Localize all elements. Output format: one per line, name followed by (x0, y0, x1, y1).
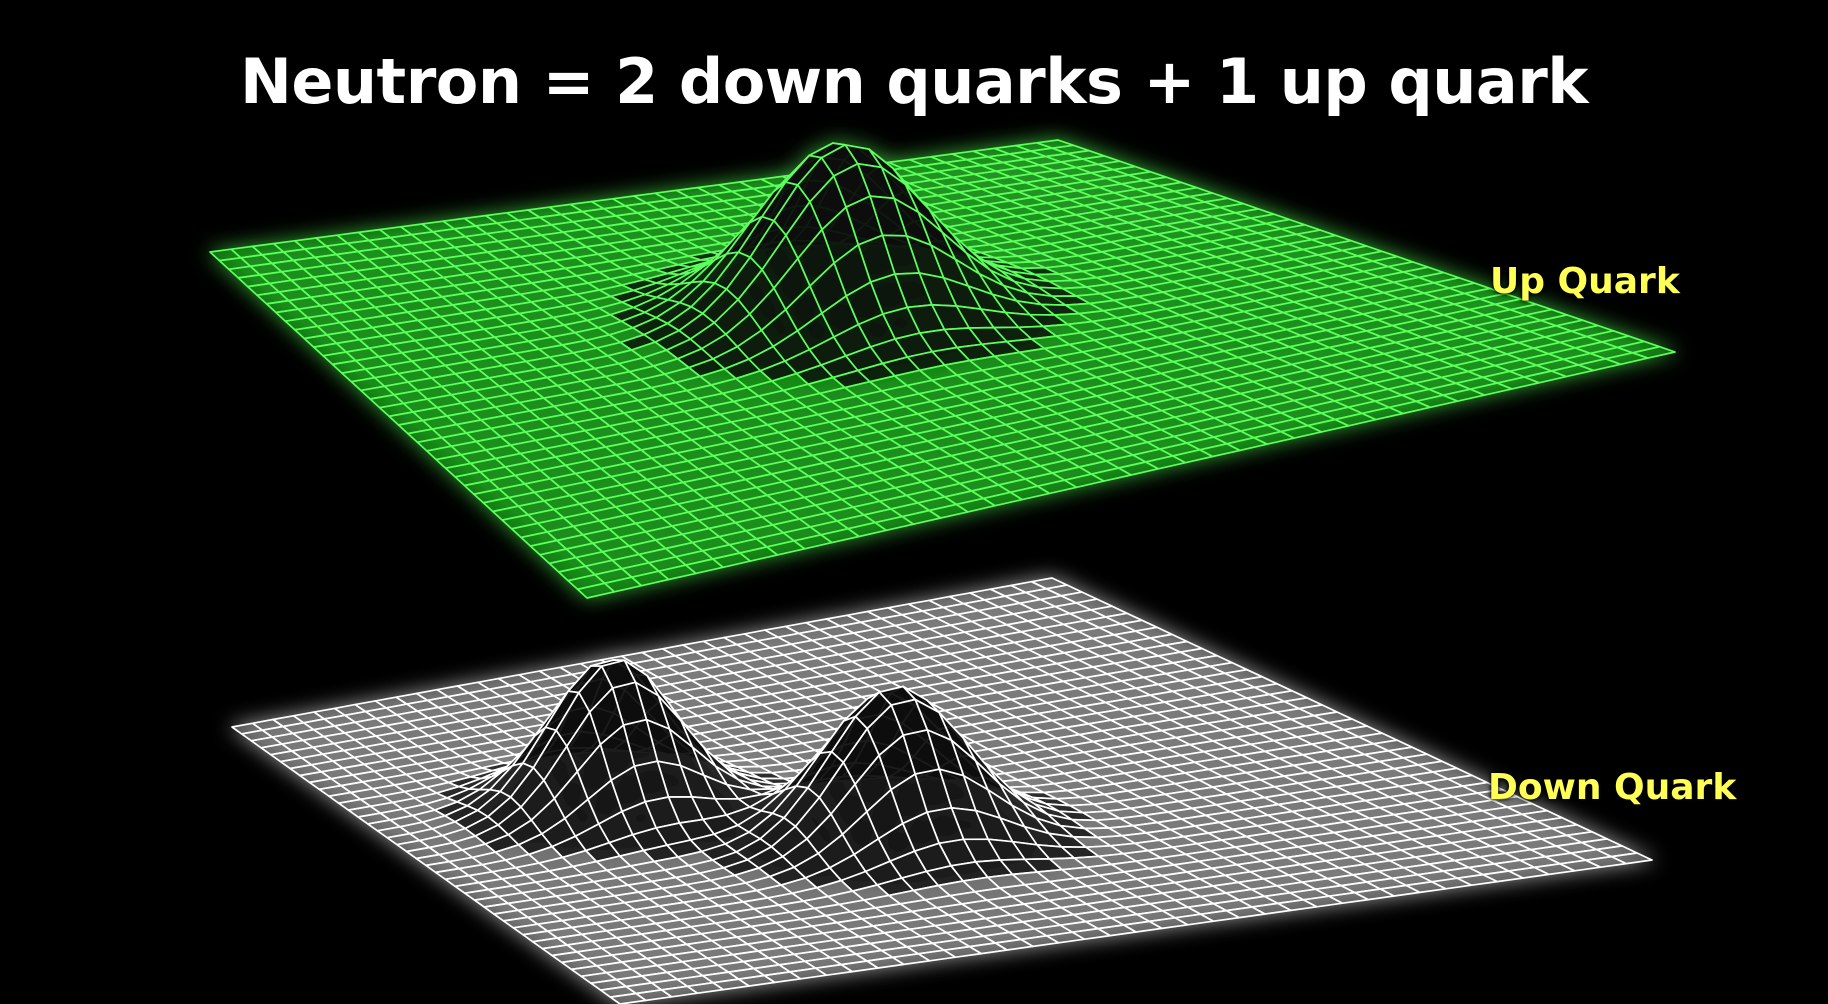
up-quark-field-grid (209, 139, 1676, 599)
page-title: Neutron = 2 down quarks + 1 up quark (239, 45, 1589, 118)
down-quark-field-grid (231, 577, 1653, 1004)
up-quark-label: Up Quark (1490, 261, 1680, 302)
grid-cell (609, 992, 647, 1004)
grid-cell (576, 582, 616, 599)
down-quark-label: Down Quark (1488, 767, 1737, 808)
